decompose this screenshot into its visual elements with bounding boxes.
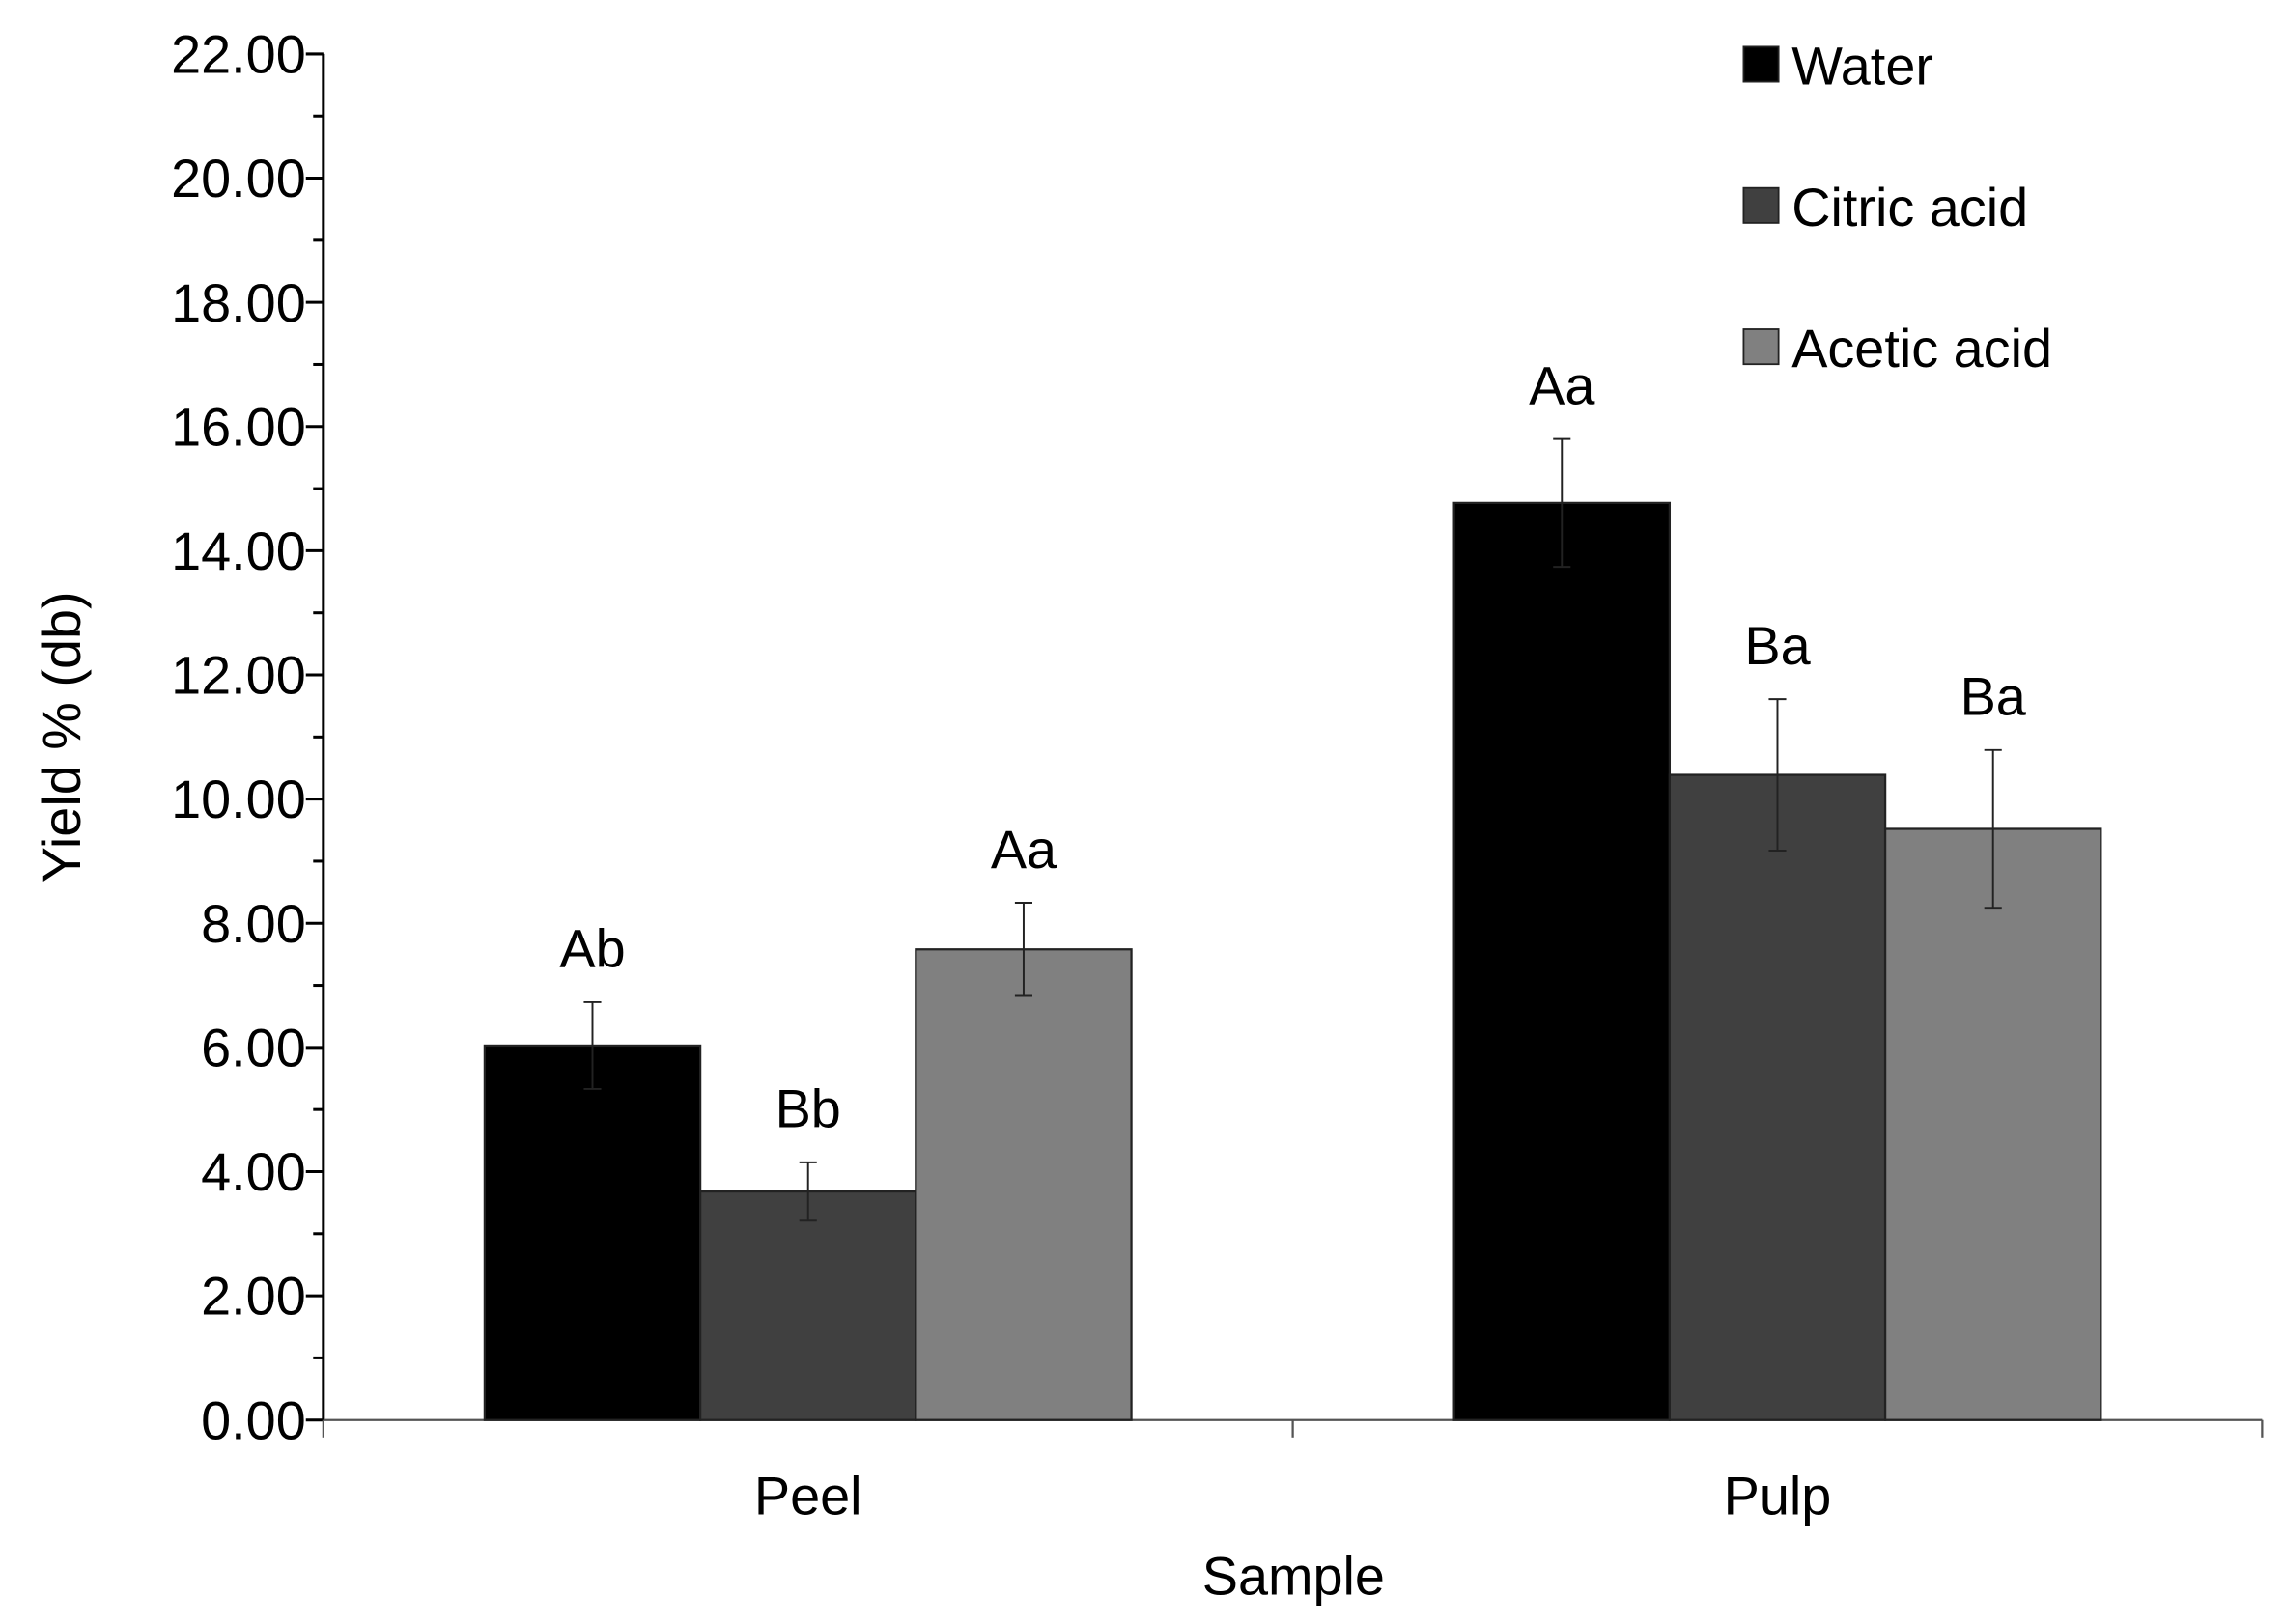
y-axis-label: Yield % (db)	[31, 591, 92, 882]
data-label: Ba	[1960, 666, 2027, 727]
data-label: Bb	[775, 1078, 841, 1139]
y-tick-label: 10.00	[171, 769, 306, 829]
y-tick-label: 14.00	[171, 520, 306, 581]
x-tick-label: Pulp	[1724, 1466, 1832, 1526]
legend-swatch	[1742, 45, 1780, 83]
legend-swatch	[1742, 186, 1780, 224]
x-axis-label: Sample	[1202, 1546, 1385, 1607]
legend-swatch	[1742, 328, 1780, 366]
axes: 0.00 2.00 4.00 6.00 8.00 10.00 12.00 14.00 16.00…	[171, 24, 2264, 1526]
data-label: Aa	[1529, 354, 1595, 415]
y-tick-label: 0.00	[201, 1389, 306, 1450]
bar	[483, 1044, 702, 1421]
legend-label: Citric acid	[1791, 177, 2028, 238]
bars: Ab Bb Aa Aa Ba Ba	[483, 354, 2102, 1421]
x-tick-label: Peel	[754, 1466, 862, 1526]
y-tick-label: 22.00	[171, 24, 306, 85]
bar	[1883, 827, 2102, 1421]
bar	[698, 1190, 917, 1421]
bar	[915, 948, 1133, 1421]
data-label: Ab	[559, 918, 625, 979]
legend: Water Citric acid Acetic acid	[1742, 36, 2052, 378]
y-tick-label: 16.00	[171, 396, 306, 457]
legend-label: Water	[1791, 36, 1933, 97]
data-label: Aa	[991, 819, 1057, 880]
y-tick-label: 6.00	[201, 1017, 306, 1078]
data-label: Ba	[1744, 615, 1811, 676]
y-tick-label: 20.00	[171, 148, 306, 209]
legend-label: Acetic acid	[1791, 318, 2052, 378]
y-tick-label: 8.00	[201, 893, 306, 954]
y-tick-label: 12.00	[171, 645, 306, 706]
y-tick-label: 2.00	[201, 1266, 306, 1327]
y-tick-label: 18.00	[171, 272, 306, 333]
bar	[1452, 501, 1672, 1421]
bar	[1668, 773, 1887, 1421]
y-tick-label: 4.00	[201, 1141, 306, 1202]
